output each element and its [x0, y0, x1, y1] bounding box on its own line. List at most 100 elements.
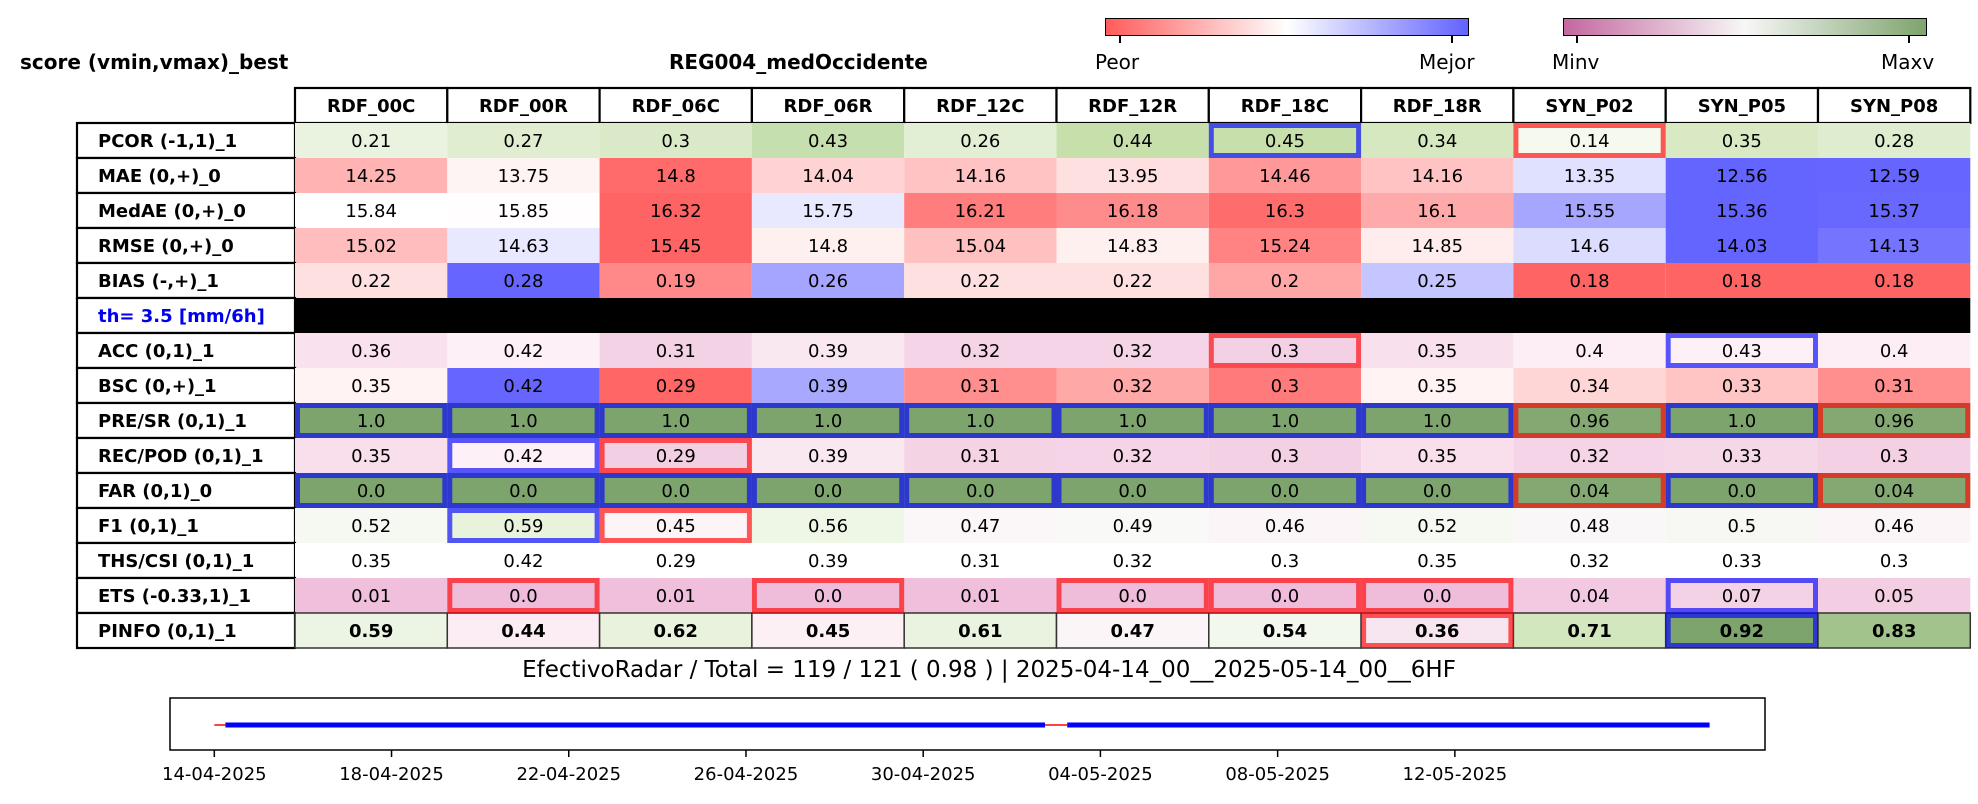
svg-text:14.03: 14.03	[1716, 236, 1768, 257]
heatmap-cell: 0.0	[447, 473, 600, 508]
svg-text:0.22: 0.22	[1113, 271, 1153, 292]
row-label: F1 (0,1)_1	[75, 506, 297, 545]
svg-text:0.35: 0.35	[1722, 131, 1762, 152]
svg-text:0.2: 0.2	[1271, 271, 1300, 292]
heatmap-cell: 15.84	[295, 193, 448, 228]
svg-text:FAR (0,1)_0: FAR (0,1)_0	[98, 481, 212, 502]
colorbar-tick	[1576, 36, 1578, 43]
best-score-highlight	[1665, 403, 1818, 438]
svg-text:14.83: 14.83	[1107, 236, 1159, 257]
best-score-highlight	[1208, 473, 1362, 508]
heatmap-cell: 0.45	[599, 508, 752, 543]
svg-text:PCOR (-1,1)_1: PCOR (-1,1)_1	[98, 131, 237, 152]
column-header: SYN_P08	[1816, 86, 1972, 125]
worst-score-highlight	[1361, 578, 1514, 613]
worst-score-highlight	[751, 578, 905, 613]
svg-text:0.35: 0.35	[351, 376, 391, 397]
value-colorbar	[1563, 18, 1927, 36]
svg-text:0.29: 0.29	[656, 376, 696, 397]
heatmap-cell: 0.0	[599, 473, 752, 508]
row-label: ACC (0,1)_1	[75, 331, 297, 370]
svg-text:0.83: 0.83	[1872, 621, 1916, 642]
svg-text:0.0: 0.0	[509, 586, 538, 607]
row-label: PRE/SR (0,1)_1	[75, 401, 297, 440]
svg-text:RDF_06C: RDF_06C	[632, 96, 720, 117]
heatmap-cell: 0.4	[1513, 333, 1666, 368]
svg-text:0.0: 0.0	[966, 481, 995, 502]
heatmap-cell: 0.39	[751, 438, 905, 473]
colorbar-tick	[1119, 36, 1121, 43]
best-score-highlight	[751, 403, 905, 438]
heatmap-cell: 1.0	[1208, 403, 1362, 438]
best-score-highlight	[447, 508, 600, 543]
heatmap-cell: 0.21	[295, 123, 448, 158]
heatmap-cell: 14.16	[1361, 158, 1514, 193]
svg-text:0.92: 0.92	[1720, 621, 1764, 642]
heatmap-cell: 0.04	[1818, 473, 1971, 508]
heatmap-cell: 0.0	[1361, 473, 1514, 508]
svg-text:1.0: 1.0	[1728, 411, 1757, 432]
heatmap-cell: 0.04	[1513, 473, 1666, 508]
heatmap-cell: 0.47	[1055, 612, 1210, 649]
heatmap-cell: 0.32	[1056, 543, 1209, 578]
heatmap-cell: 16.1	[1361, 193, 1514, 228]
svg-text:1.0: 1.0	[1423, 411, 1452, 432]
svg-text:0.71: 0.71	[1567, 621, 1611, 642]
svg-text:F1 (0,1)_1: F1 (0,1)_1	[98, 516, 199, 537]
heatmap-cell: 0.32	[1513, 438, 1666, 473]
heatmap-cell: 15.75	[751, 193, 905, 228]
heatmap-cell: 1.0	[1056, 403, 1209, 438]
svg-text:0.31: 0.31	[960, 551, 1000, 572]
heatmap-cell: 14.63	[447, 228, 600, 263]
svg-text:0.31: 0.31	[960, 376, 1000, 397]
heatmap-cell: 0.01	[904, 578, 1057, 613]
svg-text:0.59: 0.59	[349, 621, 393, 642]
heatmap-cell: 14.03	[1665, 228, 1818, 263]
svg-text:0.32: 0.32	[1570, 551, 1610, 572]
score-colorbar	[1105, 18, 1469, 36]
svg-text:0.3: 0.3	[661, 131, 690, 152]
row-label: FAR (0,1)_0	[75, 471, 297, 510]
heatmap-cell: 0.3	[1208, 438, 1362, 473]
timeline-tick-label: 22-04-2025	[516, 764, 622, 785]
heatmap-cell: 0.39	[751, 543, 905, 578]
svg-text:15.02: 15.02	[345, 236, 397, 257]
heatmap-cell: 0.32	[1513, 543, 1666, 578]
svg-text:1.0: 1.0	[1118, 411, 1147, 432]
worst-score-highlight	[1818, 473, 1971, 508]
worst-score-highlight	[1208, 578, 1362, 613]
svg-text:0.18: 0.18	[1570, 271, 1610, 292]
svg-text:0.39: 0.39	[808, 446, 848, 467]
best-score-highlight	[1056, 473, 1209, 508]
heatmap-cell: 0.4	[1818, 333, 1971, 368]
heatmap-cell: 0.35	[295, 368, 448, 403]
svg-text:0.04: 0.04	[1874, 481, 1914, 502]
heatmap-cell: 0.35	[295, 438, 448, 473]
svg-text:0.54: 0.54	[1263, 621, 1307, 642]
heatmap-cell: 16.18	[1056, 193, 1209, 228]
svg-text:ACC (0,1)_1: ACC (0,1)_1	[98, 341, 214, 362]
svg-text:0.04: 0.04	[1570, 481, 1610, 502]
heatmap-cell: 0.92	[1664, 612, 1819, 649]
heatmap-cell: 0.48	[1513, 508, 1666, 543]
svg-text:0.19: 0.19	[656, 271, 696, 292]
svg-text:0.18: 0.18	[1874, 271, 1914, 292]
svg-text:0.0: 0.0	[1118, 586, 1147, 607]
heatmap-cell: 0.46	[1208, 508, 1362, 543]
heatmap-cell: 15.85	[447, 193, 600, 228]
heatmap-cell: 0.0	[1208, 473, 1362, 508]
svg-text:0.25: 0.25	[1417, 271, 1457, 292]
heatmap-cell: 0.05	[1818, 578, 1971, 613]
svg-text:14.16: 14.16	[1411, 166, 1463, 187]
svg-text:SYN_P08: SYN_P08	[1850, 96, 1938, 117]
svg-text:0.32: 0.32	[1113, 376, 1153, 397]
heatmap-cell: 15.02	[295, 228, 448, 263]
heatmap-cell: 0.3	[1818, 438, 1971, 473]
best-score-highlight	[447, 473, 600, 508]
svg-text:0.36: 0.36	[351, 341, 391, 362]
heatmap-cell: 0.0	[447, 578, 600, 613]
heatmap-cell: 0.33	[1665, 543, 1818, 578]
svg-text:14.8: 14.8	[808, 236, 848, 257]
svg-text:0.33: 0.33	[1722, 551, 1762, 572]
